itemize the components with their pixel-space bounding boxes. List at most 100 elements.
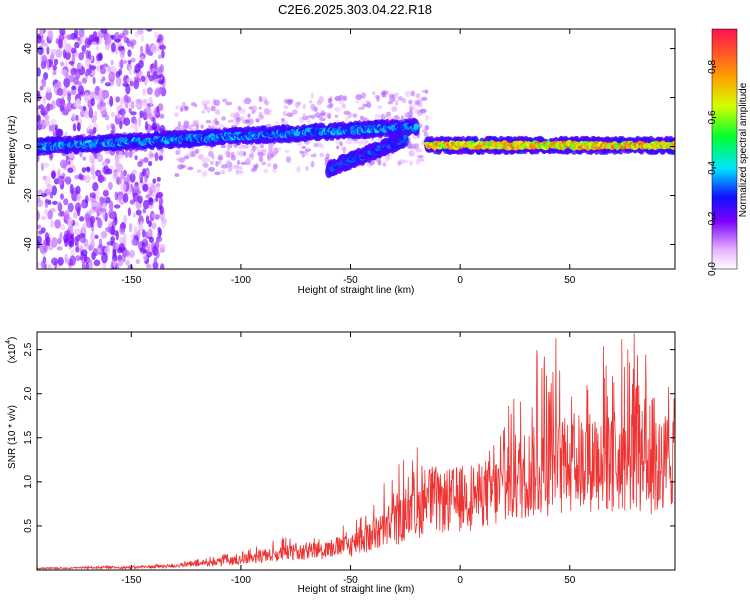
spectrogram-speckle xyxy=(358,106,365,111)
spectrogram-speckle xyxy=(52,70,57,76)
spectrogram-speckle xyxy=(130,234,135,239)
spectrogram-speckle xyxy=(387,101,393,105)
spectrogram-speckle xyxy=(409,160,414,166)
spectrogram-speckle xyxy=(84,213,91,222)
spectrogram-speckle xyxy=(280,118,285,122)
spectrogram-speckle xyxy=(148,203,154,209)
spectrogram-speckle xyxy=(337,94,345,102)
spectrogram-speckle xyxy=(123,249,130,257)
spectrogram-speckle xyxy=(157,79,165,85)
spectrogram-speckle xyxy=(415,148,423,153)
spectrogram-speckle xyxy=(129,172,136,183)
spectrogram-speckle xyxy=(107,220,113,228)
spectrogram-speckle xyxy=(143,157,149,163)
spectrogram-xtick-label: -150 xyxy=(121,275,141,286)
spectrogram-speckle xyxy=(310,154,317,158)
spectrogram-speckle xyxy=(148,75,155,82)
spectrogram-speckle xyxy=(75,255,81,262)
spectrogram-speckle xyxy=(391,106,398,112)
spectrogram-speckle xyxy=(273,163,278,170)
spectrogram-speckle xyxy=(60,61,65,67)
spectrogram-frame xyxy=(36,28,676,270)
spectrogram-speckle xyxy=(281,120,288,126)
spectrogram-speckle xyxy=(122,82,129,87)
spectrogram-speckle xyxy=(108,200,114,211)
spectrogram-speckle xyxy=(255,118,260,123)
spectrogram-speckle xyxy=(210,160,214,165)
spectrogram-speckle xyxy=(106,124,110,131)
spectrogram-speckle xyxy=(190,102,197,107)
spectrogram-speckle xyxy=(148,97,153,103)
spectrogram-speckle xyxy=(102,63,109,68)
spectrogram-speckle xyxy=(102,76,106,81)
spectrogram-speckle xyxy=(96,103,102,111)
spectrogram-speckle xyxy=(102,261,107,269)
spectrogram-speckle xyxy=(81,223,87,235)
spectrogram-speckle xyxy=(46,183,53,192)
spectrogram-speckle xyxy=(270,153,274,159)
spectrogram-speckle xyxy=(388,93,395,99)
spectrogram-speckle xyxy=(45,236,51,247)
spectrogram-speckle xyxy=(203,157,210,163)
spectrogram-speckle xyxy=(75,114,79,121)
spectrogram-speckle xyxy=(111,42,116,53)
spectrogram-speckle xyxy=(317,96,325,104)
spectrogram-speckle xyxy=(92,126,97,134)
spectrogram-speckle xyxy=(74,41,80,49)
spectrogram-speckle xyxy=(64,51,71,60)
spectrogram-speckle xyxy=(381,91,386,98)
spectrogram-speckle xyxy=(72,211,78,219)
spectrogram-speckle xyxy=(400,115,404,122)
spectrogram-speckle xyxy=(58,38,63,49)
spectrogram-speckle xyxy=(76,196,81,202)
spectrogram-speckle xyxy=(112,242,119,250)
spectrogram-speckle xyxy=(64,131,68,137)
spectrogram-speckle xyxy=(158,203,162,211)
spectrogram-speckle xyxy=(73,228,81,235)
spectrogram-speckle xyxy=(220,169,226,175)
spectrogram-speckle xyxy=(37,35,42,44)
spectrogram-speckle xyxy=(268,146,273,152)
spectrogram-speckle xyxy=(115,157,120,167)
spectrogram-speckle xyxy=(231,165,236,170)
spectrogram-speckle xyxy=(47,264,52,269)
snr-xtick-label: 0 xyxy=(457,575,463,586)
spectrogram-speckle xyxy=(336,145,340,150)
colorbar-tick-label: 0.6 xyxy=(707,110,718,124)
spectrogram-speckle xyxy=(260,144,264,149)
spectrogram-speckle xyxy=(363,103,368,107)
spectrogram-speckle xyxy=(68,60,75,65)
spectrogram-speckle xyxy=(305,166,309,171)
spectrogram-speckle xyxy=(184,106,189,110)
snr-panel: -150 -100 -50 0 50 0.5 1.0 1.5 2.0 2.5 Height of … xyxy=(5,331,676,595)
spectrogram-speckle xyxy=(37,195,41,203)
snr-marks xyxy=(37,333,675,570)
spectrogram-speckle xyxy=(119,121,123,130)
spectrogram-speckle xyxy=(153,31,159,39)
spectrogram-speckle xyxy=(365,100,371,105)
spectrogram-speckle xyxy=(142,183,149,192)
spectrogram-speckle xyxy=(159,44,167,51)
spectrogram-speckle xyxy=(115,96,121,103)
spectrogram-speckle xyxy=(89,208,95,214)
spectrogram-speckle xyxy=(75,246,80,253)
snr-scale-base: (x10 xyxy=(7,343,18,363)
spectrogram-speckle xyxy=(302,103,306,110)
spectrogram-speckle xyxy=(106,168,113,175)
spectrogram-speckle xyxy=(156,105,160,113)
spectrogram-speckle xyxy=(250,155,254,161)
spectrogram-speckle xyxy=(145,263,152,269)
spectrogram-speckle xyxy=(417,103,423,108)
spectrogram-speckle xyxy=(63,38,67,50)
spectrogram-speckle xyxy=(51,237,58,248)
spectrogram-speckle xyxy=(79,216,85,222)
spectrogram-speckle xyxy=(385,153,392,161)
spectrogram-speckle xyxy=(101,161,108,167)
spectrogram-ridge-point xyxy=(402,138,408,143)
spectrogram-speckle xyxy=(233,112,237,118)
spectrogram-speckle xyxy=(148,228,153,238)
spectrogram-speckle xyxy=(125,96,132,104)
spectrogram-speckle xyxy=(313,106,318,112)
spectrogram-speckle xyxy=(343,110,351,115)
spectrogram-speckle xyxy=(408,150,415,157)
